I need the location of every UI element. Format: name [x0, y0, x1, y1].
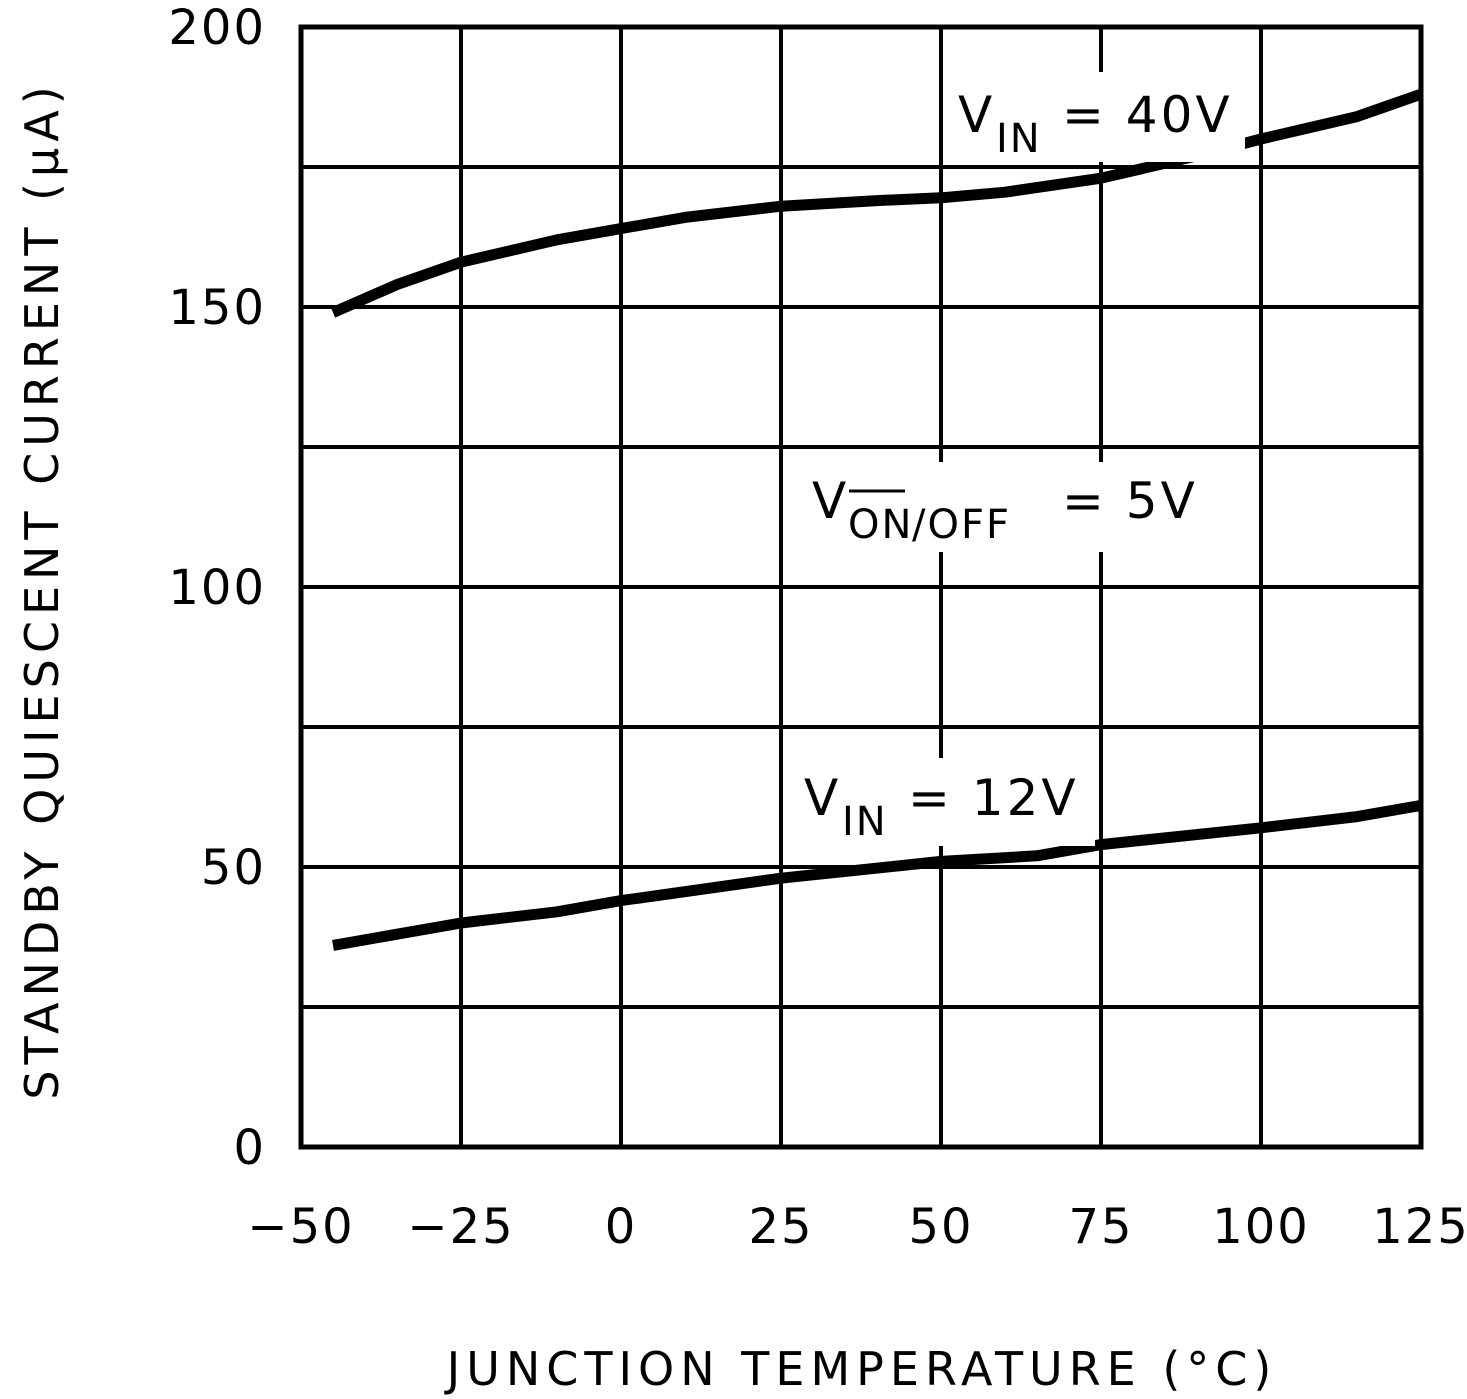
x-tick-label: 0: [605, 1199, 638, 1255]
series-line-2: [332, 799, 1422, 951]
annotation-sub: IN: [996, 116, 1042, 162]
y-tick-label: 0: [233, 1120, 266, 1176]
annotation-bg: [945, 72, 1245, 162]
x-tick-label: −25: [407, 1199, 514, 1255]
x-tick-label: 75: [1068, 1199, 1133, 1255]
annotation-rest: = 5V: [1062, 472, 1198, 530]
annotation-rest: = 40V: [1062, 86, 1233, 144]
x-tick-label: 25: [748, 1199, 813, 1255]
x-tick-label: 100: [1212, 1199, 1310, 1255]
annotation-sub-overline: ON: [848, 502, 913, 548]
y-axis-label: STANDBY QUIESCENT CURRENT (μA): [15, 80, 69, 1099]
annotation-bg: [805, 462, 1210, 552]
x-tick-labels: −50 −25 0 25 50 75 100 125: [247, 1199, 1467, 1255]
annotation-v: V: [958, 86, 995, 144]
annotation-vin-12v: V IN = 12V: [795, 758, 1095, 846]
y-tick-label: 100: [168, 560, 266, 616]
annotation-v: V: [804, 769, 841, 827]
annotation-von-off-5v: V ON /OFF = 5V: [805, 462, 1210, 552]
annotation-bg: [795, 758, 1095, 846]
y-tick-labels: 0 50 100 150 200: [168, 0, 266, 1176]
annotation-sub: IN: [842, 799, 888, 845]
y-tick-label: 200: [168, 0, 266, 56]
grid-lines: [299, 25, 1423, 1149]
plot-frame: [298, 24, 1424, 1150]
series-line-1: [330, 89, 1423, 318]
annotation-v: V: [812, 472, 849, 530]
x-tick-label: 50: [908, 1199, 973, 1255]
x-axis-label: JUNCTION TEMPERATURE (°C): [444, 1342, 1278, 1396]
annotation-sub-rest: /OFF: [912, 502, 1011, 548]
annotation-rest: = 12V: [908, 769, 1079, 827]
x-tick-label: 125: [1372, 1199, 1467, 1255]
annotation-vin-40v: V IN = 40V: [945, 72, 1245, 162]
y-tick-label: 50: [201, 840, 266, 896]
x-tick-label: −50: [247, 1199, 354, 1255]
y-tick-label: 150: [168, 280, 266, 336]
